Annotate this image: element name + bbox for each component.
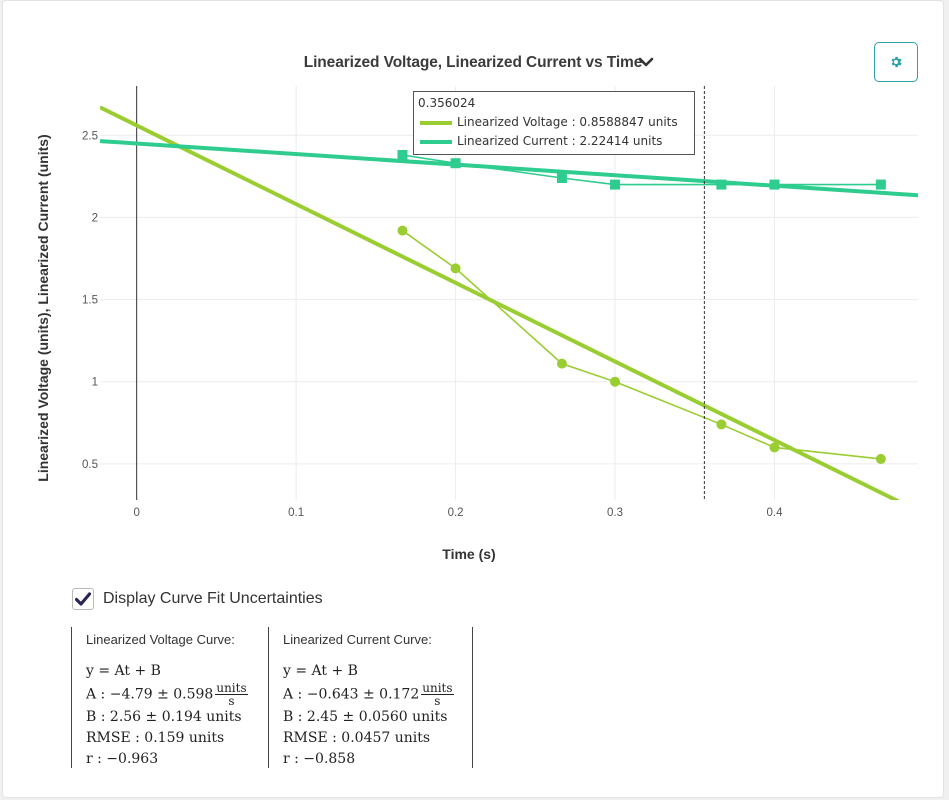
chevron-down-icon[interactable] [637,53,657,73]
current-data-point [397,150,408,160]
current-fit-column: Linearized Current Curve: y = At + B A :… [268,627,473,768]
voltage-fit-r: r : −0.963 [86,751,159,767]
current-fit-equation: y = At + B [283,663,358,679]
voltage-fit-b: B : 2.56 ± 0.194 units [86,709,242,725]
voltage-fit-equation: y = At + B [86,663,161,679]
tooltip-swatch-voltage [420,120,452,125]
chart-title: Linearized Voltage, Linearized Current v… [303,54,643,71]
voltage-data-point [556,358,567,369]
current-fit-r: r : −0.858 [283,751,356,767]
tooltip-entry-voltage: Linearized Voltage : 0.8588847 units [418,113,690,132]
voltage-data-point [769,442,780,453]
uncertainty-toggle-row: Display Curve Fit Uncertainties [72,588,323,610]
voltage-data-point [397,225,408,236]
title-row: Linearized Voltage, Linearized Current v… [3,49,943,77]
current-fit-line [100,139,918,198]
current-fit-a-unit: units s [421,681,454,708]
voltage-fit-line [100,105,901,500]
current-data-point [875,179,886,190]
current-data-point [450,158,461,169]
tooltip-x-value: 0.356024 [418,96,476,110]
chart-plot[interactable]: 0 0.1 0.2 0.3 0.4 0.5 1 1.5 2 2.5 Time (s) Linear… [0,0,949,580]
checkmark-icon [75,592,91,606]
curve-fit-table: Linearized Voltage Curve: y = At + B A :… [71,627,473,768]
voltage-fit-a-row: A : −4.79 ± 0.598 units s [86,682,268,707]
tooltip-voltage-label: Linearized Voltage : 0.8588847 units [457,115,678,129]
current-data-point [769,179,780,190]
y-tick-label: 1 [92,377,98,389]
current-data-point [716,179,727,190]
voltage-fit-column: Linearized Voltage Curve: y = At + B A :… [71,627,268,768]
current-fit-a-row: A : −0.643 ± 0.172 units s [283,682,472,707]
voltage-series-line [402,229,881,460]
current-fit-rmse: RMSE : 0.0457 units [283,730,431,746]
x-tick-label: 0.1 [288,507,304,519]
current-fit-a: A : −0.643 ± 0.172 [283,686,420,703]
settings-button[interactable] [874,42,918,82]
voltage-data-point [610,376,621,387]
voltage-fit-rmse: RMSE : 0.159 units [86,730,225,746]
gear-icon [891,56,902,68]
current-fit-heading: Linearized Current Curve: [283,632,432,647]
uncertainty-label: Display Curve Fit Uncertainties [103,590,323,607]
y-tick-label: 0.5 [82,459,98,471]
x-tick-label: 0.2 [448,507,464,519]
voltage-data-point [875,453,886,464]
y-tick-label: 1.5 [82,295,98,307]
current-data-point [556,173,567,183]
current-data-point [610,179,621,190]
voltage-data-point [716,419,727,430]
x-tick-label: 0.4 [766,507,783,519]
voltage-data-point [450,263,461,274]
current-series-line [402,154,881,186]
voltage-fit-a-unit: units s [215,681,248,708]
x-axis-title: Time (s) [442,546,495,562]
voltage-fit-heading: Linearized Voltage Curve: [86,632,235,647]
tooltip-entry-current: Linearized Current : 2.22414 units [418,132,690,151]
current-fit-b: B : 2.45 ± 0.0560 units [283,709,448,725]
x-tick-label: 0.3 [607,507,623,519]
hover-tooltip: 0.356024 Linearized Voltage : 0.8588847 … [413,91,695,155]
voltage-fit-a: A : −4.79 ± 0.598 [86,686,214,703]
tooltip-swatch-current [420,139,452,144]
y-tick-label: 2.5 [82,130,98,142]
uncertainty-checkbox[interactable] [72,588,94,610]
y-tick-label: 2 [92,212,98,224]
y-axis-title: Linearized Voltage (units), Linearized C… [35,134,51,481]
tooltip-current-label: Linearized Current : 2.22414 units [457,134,663,148]
x-tick-label: 0 [133,507,139,519]
